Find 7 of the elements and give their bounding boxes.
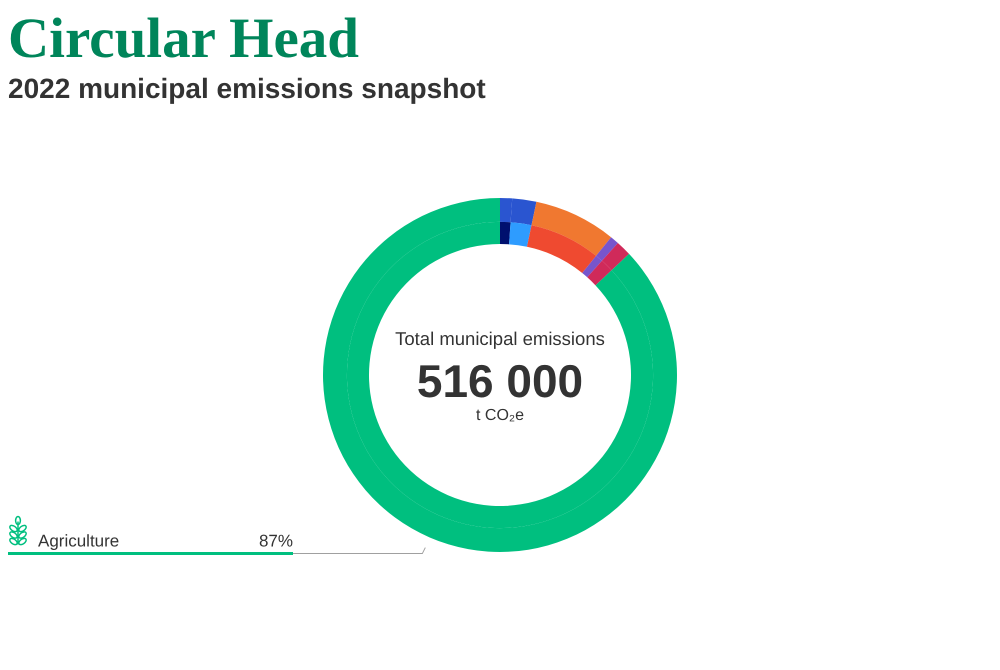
text: Total municipal emissions [395, 328, 605, 349]
text: t CO₂e [476, 407, 524, 424]
data-label: 87% [258, 532, 293, 551]
chart-subtitle: 2022 municipal emissions snapshot [8, 73, 486, 104]
chart-title: Circular Head [8, 7, 360, 70]
text: 516 000 [416, 355, 584, 407]
legend-label: Agriculture [38, 532, 120, 551]
